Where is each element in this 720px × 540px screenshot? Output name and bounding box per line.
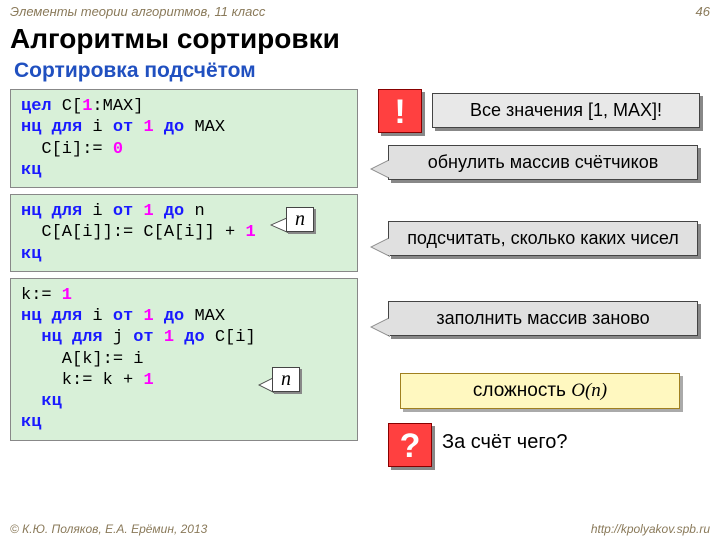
- page-number: 46: [696, 4, 710, 19]
- n-callout-1: n: [286, 207, 314, 232]
- copyright: © К.Ю. Поляков, Е.А. Ерёмин, 2013: [10, 522, 207, 536]
- footer-url: http://kpolyakov.spb.ru: [591, 522, 710, 536]
- annotation-zero: обнулить массив счётчиков: [388, 145, 698, 180]
- complexity-label: сложность: [473, 380, 571, 401]
- slide-title: Алгоритмы сортировки: [0, 21, 720, 59]
- annotation-question: За счёт чего?: [442, 431, 567, 454]
- annotation-count: подсчитать, сколько каких чисел: [388, 221, 698, 256]
- slide-subtitle: Сортировка подсчётом: [0, 59, 720, 89]
- kw-cel: цел: [21, 97, 52, 116]
- slide-footer: © К.Ю. Поляков, Е.А. Ерёмин, 2013 http:/…: [10, 522, 710, 536]
- code-block-count: нц для i от 1 до n C[A[i]]:= C[A[i]] + 1…: [10, 194, 358, 272]
- header-left: Элементы теории алгоритмов, 11 класс: [10, 4, 265, 19]
- slide-header: Элементы теории алгоритмов, 11 класс 46: [0, 0, 720, 21]
- kw-end: кц: [21, 161, 41, 180]
- content-area: ! Все значения [1, MAX]! цел C[1:MAX] нц…: [0, 89, 720, 441]
- kw-for: нц для: [21, 118, 82, 137]
- n-callout-2: n: [272, 367, 300, 392]
- code-block-init: цел C[1:MAX] нц для i от 1 до MAX C[i]:=…: [10, 89, 358, 188]
- code-block-fill: k:= 1 нц для i от 1 до MAX нц для j от 1…: [10, 278, 358, 441]
- question-icon: ?: [388, 423, 432, 467]
- complexity-box: сложность O(n): [400, 373, 680, 409]
- annotation-fill: заполнить массив заново: [388, 301, 698, 336]
- exclamation-icon: !: [378, 89, 422, 133]
- annotation-range: Все значения [1, MAX]!: [432, 93, 700, 128]
